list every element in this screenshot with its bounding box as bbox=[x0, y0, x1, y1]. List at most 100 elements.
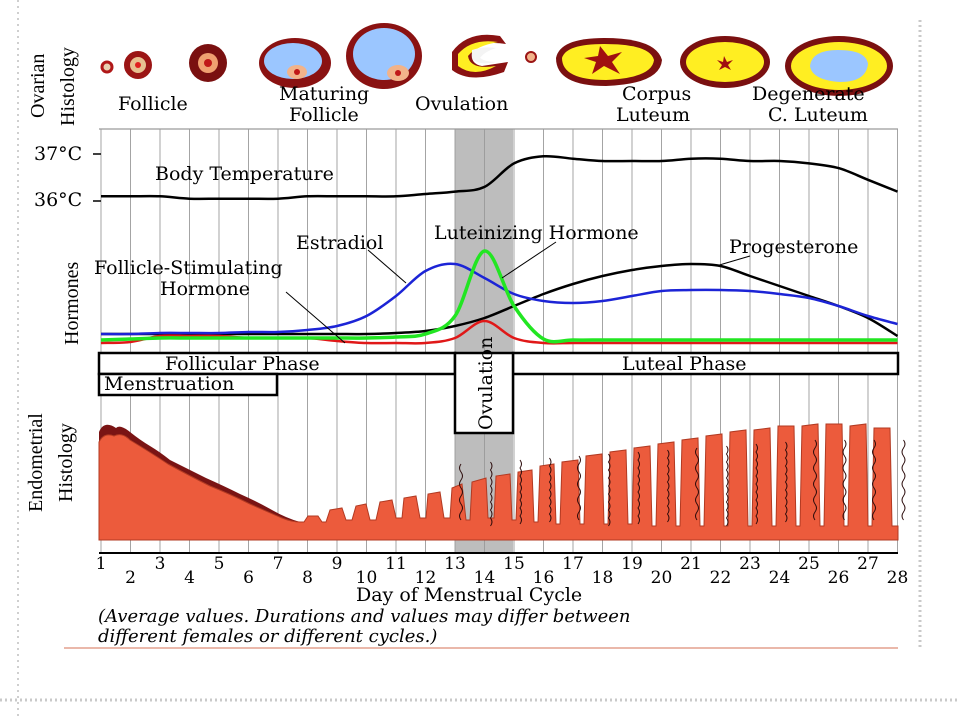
day-tick-label: 6 bbox=[243, 568, 254, 588]
day-tick-label: 23 bbox=[739, 554, 761, 574]
lh-line bbox=[100, 249, 898, 344]
day-tick-label: 11 bbox=[385, 554, 407, 574]
day-tick-label: 20 bbox=[651, 568, 673, 588]
ovulation-phase-box bbox=[453, 351, 515, 435]
day-tick-label: 19 bbox=[621, 554, 643, 574]
day-tick-label: 9 bbox=[332, 554, 343, 574]
degenerate-corpus-luteum bbox=[785, 36, 893, 96]
maturing-follicle-1 bbox=[259, 38, 331, 88]
stage-maturing-label-2: Follicle bbox=[289, 104, 359, 126]
day-tick-label: 24 bbox=[769, 568, 791, 588]
luteal-phase-label: Luteal Phase bbox=[622, 353, 747, 375]
estradiol-pointer bbox=[367, 249, 407, 284]
endometrial-side-label-2: Histology bbox=[55, 423, 77, 502]
stage-ovulation-label: Ovulation bbox=[415, 93, 508, 115]
estradiol-label: Estradiol bbox=[296, 232, 383, 254]
endometrial-gland bbox=[842, 439, 847, 521]
endometrium-lining bbox=[98, 423, 899, 541]
progesterone-pointer bbox=[715, 255, 751, 267]
endometrial-gland bbox=[695, 447, 699, 521]
follicle-small-1 bbox=[100, 60, 114, 74]
day-tick-label: 15 bbox=[503, 554, 525, 574]
endometrial-gland bbox=[637, 451, 640, 525]
ovulating-follicle bbox=[452, 34, 537, 78]
day-tick-label: 7 bbox=[273, 554, 284, 574]
day-tick-label: 28 bbox=[887, 568, 909, 588]
day-tick-label: 8 bbox=[302, 568, 313, 588]
stage-corpus-label-2: Luteum bbox=[616, 104, 690, 126]
day-tick-label: 17 bbox=[562, 554, 584, 574]
ovarian-side-label-2: Histology bbox=[57, 47, 79, 126]
stage-degenerate-label-2: C. Luteum bbox=[768, 104, 868, 126]
hormones-side-label: Hormones bbox=[61, 261, 83, 345]
day-tick-label: 21 bbox=[680, 554, 702, 574]
day-tick-label: 10 bbox=[356, 568, 378, 588]
stage-degenerate-label-1: Degenerate bbox=[752, 83, 865, 105]
fsh-label-1: Follicle-Stimulating bbox=[94, 257, 283, 279]
body-temperature-label: Body Temperature bbox=[155, 163, 334, 185]
ovarian-histology: Ovarian Histology bbox=[27, 23, 893, 126]
progesterone-label: Progesterone bbox=[729, 236, 858, 258]
endometrial-gland bbox=[459, 463, 463, 521]
day-tick-label: 2 bbox=[125, 568, 136, 588]
progesterone-line bbox=[101, 262, 899, 338]
body-temperature-line bbox=[101, 154, 898, 201]
corpus-luteum-2 bbox=[680, 36, 770, 88]
temp-tick-36: 36°C bbox=[34, 189, 82, 211]
endometrial-gland bbox=[577, 455, 581, 521]
follicle-small-2 bbox=[124, 51, 152, 79]
endometrial-gland bbox=[725, 445, 729, 527]
day-tick-label: 25 bbox=[798, 554, 820, 574]
note-line-2: different females or different cycles.) bbox=[98, 626, 437, 647]
corpus-luteum bbox=[556, 38, 662, 86]
ovarian-side-label-1: Ovarian bbox=[27, 54, 49, 118]
endometrial-gland bbox=[813, 439, 817, 521]
fsh-label-2: Hormone bbox=[160, 278, 250, 300]
day-tick-label: 1 bbox=[96, 554, 107, 574]
stage-follicle-label: Follicle bbox=[118, 93, 188, 115]
menstruation-label: Menstruation bbox=[104, 373, 234, 395]
endometrial-gland bbox=[901, 439, 906, 521]
fsh-pointer bbox=[285, 291, 346, 344]
day-tick-label: 5 bbox=[214, 554, 225, 574]
endometrial-gland bbox=[755, 443, 758, 525]
lh-pointer bbox=[501, 241, 557, 279]
endometrial-side-label-1: Endometrial bbox=[25, 413, 47, 512]
day-tick-label: 12 bbox=[415, 568, 437, 588]
day-tick-label: 3 bbox=[155, 554, 166, 574]
endometrial-gland bbox=[872, 439, 876, 521]
endometrial-gland bbox=[607, 453, 611, 527]
stage-maturing-label-1: Maturing bbox=[279, 83, 369, 105]
menstruation-box bbox=[97, 372, 279, 397]
stage-corpus-label-1: Corpus bbox=[622, 83, 691, 105]
follicle-small-3 bbox=[189, 44, 227, 82]
day-tick-label: 18 bbox=[592, 568, 614, 588]
temp-tick-37: 37°C bbox=[34, 143, 82, 165]
note-line-1: (Average values. Durations and values ma… bbox=[98, 606, 631, 627]
endometrial-gland bbox=[548, 457, 552, 523]
day-tick-label: 4 bbox=[184, 568, 195, 588]
day-tick-label: 22 bbox=[710, 568, 732, 588]
estradiol-line bbox=[100, 262, 898, 336]
phase-bar: Follicular Phase Luteal Phase Menstruati… bbox=[97, 337, 900, 435]
endometrial-gland bbox=[519, 459, 522, 525]
endometrial-gland bbox=[489, 461, 493, 527]
endometrial-gland bbox=[666, 449, 670, 523]
temperature-row: 37°C 36°C Body Temperature bbox=[34, 143, 898, 211]
endometrial-histology: Endometrial Histology bbox=[25, 413, 906, 541]
lh-label: Luteinizing Hormone bbox=[434, 222, 639, 244]
day-tick-label: 16 bbox=[533, 568, 555, 588]
endometrial-glands bbox=[459, 439, 906, 527]
endometrial-gland bbox=[784, 441, 788, 523]
ovulation-phase-label: Ovulation bbox=[475, 337, 497, 430]
day-tick-label: 26 bbox=[828, 568, 850, 588]
follicular-phase-label: Follicular Phase bbox=[165, 353, 320, 375]
day-axis: 1234567891011121314151617181920212223242… bbox=[96, 554, 909, 588]
day-tick-label: 13 bbox=[444, 554, 466, 574]
day-tick-label: 27 bbox=[857, 554, 879, 574]
maturing-follicle-2 bbox=[346, 23, 422, 89]
axis-title: Day of Menstrual Cycle bbox=[356, 584, 582, 606]
hormones-row: Hormones Estradiol Luteinizing Hormone P… bbox=[61, 222, 899, 345]
